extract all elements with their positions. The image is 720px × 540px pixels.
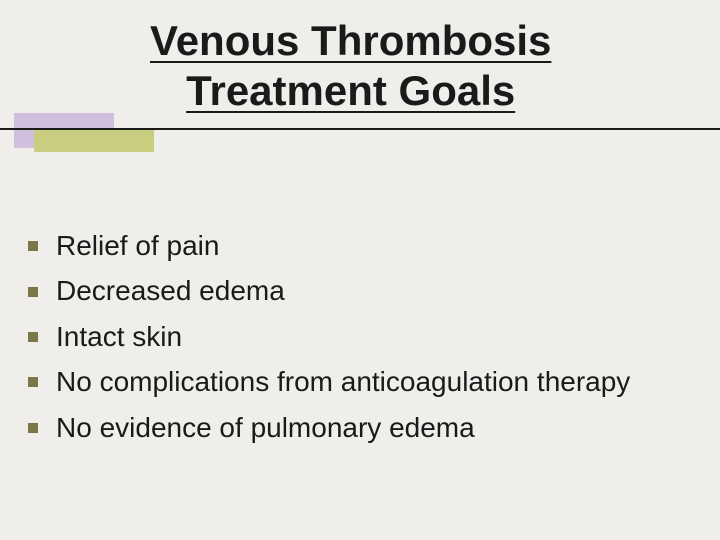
slide-header: Venous Thrombosis Treatment Goals [0, 0, 720, 180]
bullet-icon [28, 241, 38, 251]
slide-title: Venous Thrombosis Treatment Goals [150, 16, 551, 115]
decor-olive-box [34, 130, 154, 152]
list-item: Relief of pain [28, 228, 630, 264]
list-item: Decreased edema [28, 273, 630, 309]
bullet-icon [28, 423, 38, 433]
list-item-text: Relief of pain [56, 228, 219, 264]
list-item-text: No complications from anticoagulation th… [56, 364, 630, 400]
title-line-2: Treatment Goals [150, 66, 551, 116]
list-item-text: Intact skin [56, 319, 182, 355]
list-item-text: Decreased edema [56, 273, 285, 309]
list-item-text: No evidence of pulmonary edema [56, 410, 475, 446]
list-item: Intact skin [28, 319, 630, 355]
bullet-icon [28, 332, 38, 342]
list-item: No complications from anticoagulation th… [28, 364, 630, 400]
list-item: No evidence of pulmonary edema [28, 410, 630, 446]
bullet-icon [28, 287, 38, 297]
title-underline-bar [0, 128, 720, 130]
goals-list: Relief of pain Decreased edema Intact sk… [28, 228, 630, 455]
bullet-icon [28, 377, 38, 387]
title-line-1: Venous Thrombosis [150, 16, 551, 66]
